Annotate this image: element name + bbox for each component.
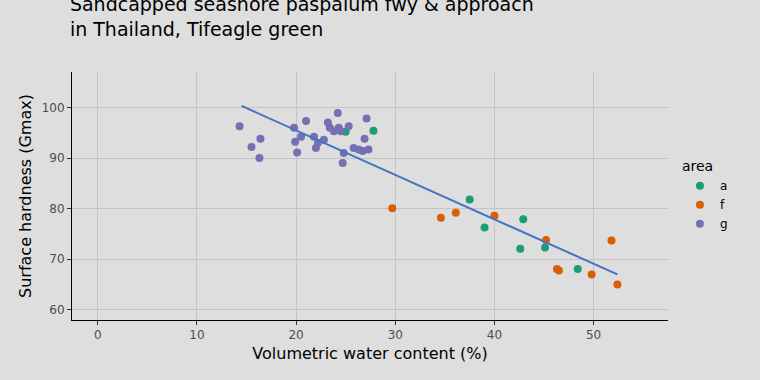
svg-text:a: a bbox=[720, 179, 727, 193]
svg-text:Volumetric water content (%): Volumetric water content (%) bbox=[252, 344, 487, 363]
svg-text:Sandcapped seashore paspalum f: Sandcapped seashore paspalum fwy & appro… bbox=[70, 0, 534, 40]
svg-text:10: 10 bbox=[189, 328, 204, 342]
svg-text:60: 60 bbox=[49, 303, 64, 317]
svg-text:20: 20 bbox=[288, 328, 303, 342]
svg-text:Surface hardness (Gmax): Surface hardness (Gmax) bbox=[16, 94, 35, 298]
svg-text:40: 40 bbox=[487, 328, 502, 342]
svg-text:70: 70 bbox=[49, 252, 64, 266]
svg-text:f: f bbox=[720, 198, 725, 212]
svg-text:90: 90 bbox=[49, 151, 64, 165]
svg-text:100: 100 bbox=[42, 101, 65, 115]
svg-text:g: g bbox=[720, 217, 728, 231]
svg-text:area: area bbox=[682, 158, 713, 174]
svg-text:0: 0 bbox=[94, 328, 102, 342]
svg-text:50: 50 bbox=[586, 328, 601, 342]
svg-text:30: 30 bbox=[388, 328, 403, 342]
svg-text:80: 80 bbox=[49, 202, 64, 216]
